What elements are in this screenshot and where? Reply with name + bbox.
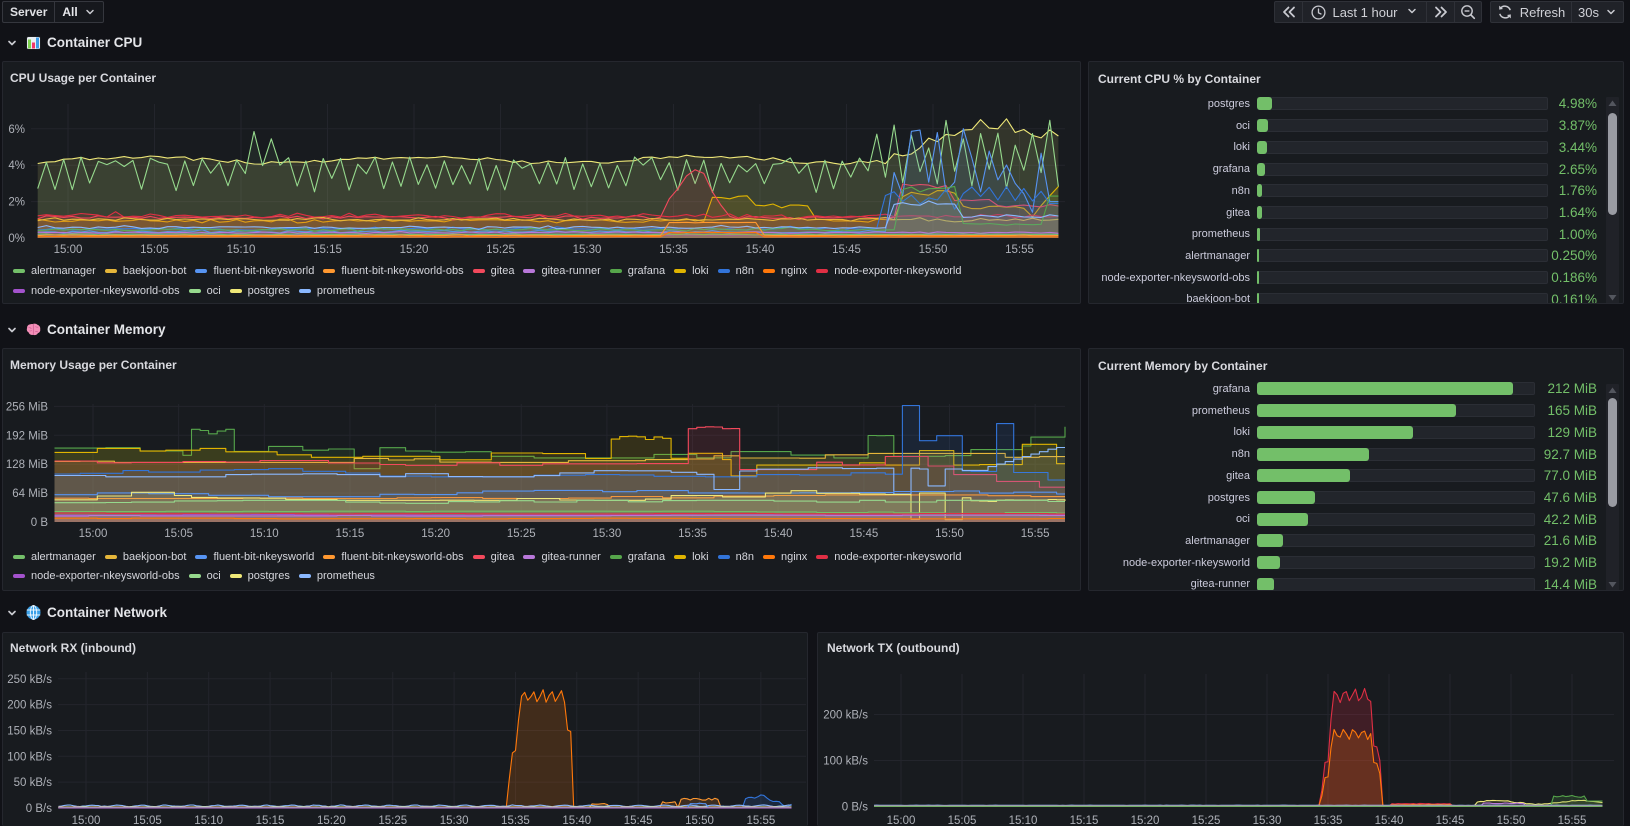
svg-text:15:15: 15:15 [313, 244, 342, 256]
svg-text:128 MiB: 128 MiB [6, 459, 49, 471]
svg-text:100 kB/s: 100 kB/s [7, 751, 52, 763]
svg-text:15:20: 15:20 [421, 528, 450, 540]
svg-text:4%: 4% [8, 160, 25, 172]
svg-text:15:05: 15:05 [948, 815, 977, 826]
svg-text:15:50: 15:50 [919, 244, 948, 256]
svg-text:15:55: 15:55 [746, 815, 775, 826]
svg-text:100 kB/s: 100 kB/s [823, 756, 868, 768]
svg-text:15:10: 15:10 [227, 244, 256, 256]
svg-text:15:25: 15:25 [378, 815, 407, 826]
svg-text:6%: 6% [8, 124, 25, 136]
svg-text:2%: 2% [8, 197, 25, 209]
svg-text:15:05: 15:05 [140, 244, 169, 256]
svg-text:15:45: 15:45 [849, 528, 878, 540]
svg-text:15:15: 15:15 [256, 815, 285, 826]
svg-text:15:40: 15:40 [1375, 815, 1404, 826]
svg-text:15:00: 15:00 [79, 528, 108, 540]
svg-text:15:00: 15:00 [887, 815, 916, 826]
svg-text:15:45: 15:45 [1436, 815, 1465, 826]
svg-text:15:40: 15:40 [764, 528, 793, 540]
svg-text:200 kB/s: 200 kB/s [823, 710, 868, 722]
svg-text:64 MiB: 64 MiB [12, 488, 48, 500]
svg-text:15:05: 15:05 [133, 815, 162, 826]
svg-text:0 B: 0 B [31, 517, 49, 529]
svg-text:15:35: 15:35 [501, 815, 530, 826]
svg-text:15:50: 15:50 [685, 815, 714, 826]
svg-text:15:10: 15:10 [1009, 815, 1038, 826]
svg-text:15:30: 15:30 [440, 815, 469, 826]
svg-text:15:30: 15:30 [1253, 815, 1282, 826]
svg-text:250 kB/s: 250 kB/s [7, 674, 52, 686]
svg-text:15:45: 15:45 [624, 815, 653, 826]
svg-text:50 kB/s: 50 kB/s [14, 777, 53, 789]
svg-text:15:20: 15:20 [317, 815, 346, 826]
svg-text:15:40: 15:40 [746, 244, 775, 256]
svg-text:15:35: 15:35 [659, 244, 688, 256]
svg-text:15:50: 15:50 [1497, 815, 1526, 826]
svg-text:15:10: 15:10 [250, 528, 279, 540]
svg-text:15:40: 15:40 [562, 815, 591, 826]
svg-text:15:00: 15:00 [72, 815, 101, 826]
svg-text:15:10: 15:10 [194, 815, 223, 826]
svg-text:15:25: 15:25 [507, 528, 536, 540]
svg-text:15:15: 15:15 [336, 528, 365, 540]
svg-text:15:20: 15:20 [400, 244, 429, 256]
svg-text:15:30: 15:30 [593, 528, 622, 540]
svg-text:15:20: 15:20 [1131, 815, 1160, 826]
svg-text:256 MiB: 256 MiB [6, 401, 49, 413]
svg-text:15:45: 15:45 [832, 244, 861, 256]
svg-text:15:15: 15:15 [1070, 815, 1099, 826]
svg-text:15:30: 15:30 [573, 244, 602, 256]
svg-text:15:55: 15:55 [1021, 528, 1050, 540]
svg-text:15:35: 15:35 [1314, 815, 1343, 826]
svg-text:15:35: 15:35 [678, 528, 707, 540]
svg-text:15:55: 15:55 [1005, 244, 1034, 256]
svg-text:0 B/s: 0 B/s [26, 803, 52, 815]
svg-text:200 kB/s: 200 kB/s [7, 700, 52, 712]
svg-text:0 B/s: 0 B/s [842, 802, 868, 814]
svg-text:15:55: 15:55 [1558, 815, 1587, 826]
svg-text:0%: 0% [8, 233, 25, 245]
svg-text:15:25: 15:25 [1192, 815, 1221, 826]
svg-text:15:25: 15:25 [486, 244, 515, 256]
svg-text:15:50: 15:50 [935, 528, 964, 540]
svg-text:15:00: 15:00 [54, 244, 83, 256]
svg-text:192 MiB: 192 MiB [6, 430, 49, 442]
svg-text:15:05: 15:05 [164, 528, 193, 540]
svg-text:150 kB/s: 150 kB/s [7, 725, 52, 737]
